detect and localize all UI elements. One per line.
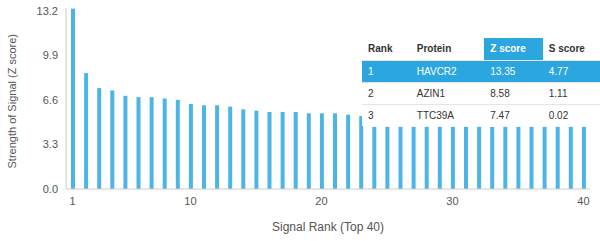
svg-text:Signal Rank (Top 40): Signal Rank (Top 40) [272, 220, 384, 234]
html-text:HAVCR2: HAVCR2 [416, 65, 457, 77]
svg-text:9.9: 9.9 [43, 49, 58, 61]
html-text:1: 1 [368, 65, 374, 77]
svg-text:3.3: 3.3 [43, 138, 58, 150]
html-text:Protein: Protein [416, 43, 452, 55]
svg-text:13.2: 13.2 [37, 5, 58, 17]
svg-text:1: 1 [69, 195, 75, 207]
html-text:3: 3 [368, 109, 374, 121]
svg-text:40: 40 [577, 195, 589, 207]
html-text:2: 2 [368, 87, 374, 99]
svg-text:0.0: 0.0 [43, 183, 58, 195]
svg-text:Strength of Signal (Z score): Strength of Signal (Z score) [8, 34, 18, 169]
html-text:8.58: 8.58 [490, 87, 510, 99]
html-text:1.11: 1.11 [548, 87, 568, 99]
svg-text:30: 30 [446, 195, 458, 207]
html-text:0.02: 0.02 [548, 109, 569, 121]
html-text:TTC39A: TTC39A [416, 109, 454, 121]
svg-text:20: 20 [315, 195, 327, 207]
html-text:7.47: 7.47 [490, 109, 510, 121]
svg-text:10: 10 [184, 195, 196, 207]
html-text:S score: S score [548, 43, 585, 55]
html-text:13.35: 13.35 [490, 65, 516, 77]
html-text:Z score: Z score [490, 43, 526, 55]
html-text:Rank: Rank [368, 43, 393, 55]
html-text:AZIN1: AZIN1 [416, 87, 446, 99]
svg-text:6.6: 6.6 [43, 94, 58, 106]
html-text:4.77: 4.77 [548, 65, 569, 77]
